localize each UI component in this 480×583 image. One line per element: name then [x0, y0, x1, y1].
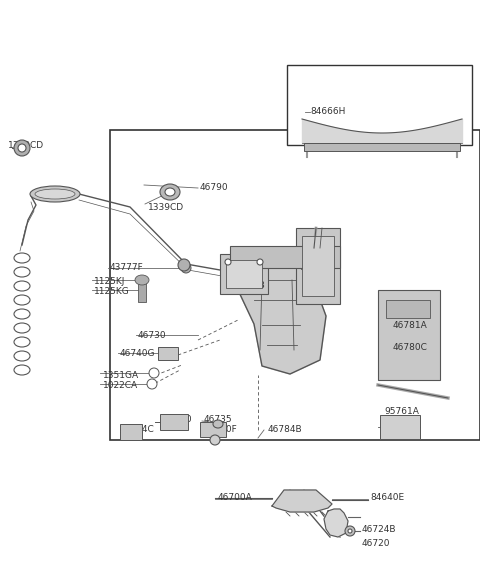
Ellipse shape: [14, 140, 30, 156]
Ellipse shape: [18, 144, 26, 152]
Polygon shape: [272, 490, 332, 512]
Text: 46781A: 46781A: [393, 321, 428, 329]
Polygon shape: [324, 509, 348, 537]
Text: 46770B: 46770B: [231, 280, 266, 290]
Bar: [200, 422, 226, 437]
Bar: [380, 415, 420, 439]
Bar: [220, 254, 268, 294]
Bar: [226, 260, 262, 288]
Ellipse shape: [348, 529, 352, 533]
Text: 1125KJ: 1125KJ: [94, 276, 125, 286]
Text: 46700A: 46700A: [218, 493, 253, 503]
Ellipse shape: [181, 263, 191, 273]
Text: 46790: 46790: [200, 184, 228, 192]
Text: 46740G: 46740G: [120, 349, 156, 357]
Text: 1339CD: 1339CD: [148, 202, 184, 212]
Bar: [287, 65, 472, 145]
Text: 46718: 46718: [384, 419, 413, 427]
Ellipse shape: [257, 259, 263, 265]
Text: 1351GA: 1351GA: [103, 371, 139, 380]
Text: 1125KG: 1125KG: [94, 287, 130, 297]
Text: 46780C: 46780C: [393, 342, 428, 352]
Text: 43777F: 43777F: [110, 264, 144, 272]
Bar: [158, 347, 178, 360]
Bar: [378, 290, 440, 380]
Text: 46784B: 46784B: [268, 426, 302, 434]
Text: 46730: 46730: [138, 331, 167, 339]
Text: 1339CD: 1339CD: [8, 141, 44, 149]
Ellipse shape: [210, 435, 220, 445]
Ellipse shape: [178, 259, 190, 271]
Text: 95840: 95840: [163, 415, 192, 423]
Ellipse shape: [165, 188, 175, 196]
Ellipse shape: [147, 379, 157, 389]
Ellipse shape: [345, 526, 355, 536]
Ellipse shape: [213, 420, 223, 428]
Bar: [138, 282, 146, 302]
Text: 46710F: 46710F: [204, 426, 238, 434]
Bar: [302, 236, 334, 296]
Bar: [304, 143, 460, 151]
Bar: [160, 414, 188, 430]
Text: 1022CA: 1022CA: [103, 381, 138, 391]
Bar: [120, 424, 142, 440]
Ellipse shape: [225, 259, 231, 265]
Ellipse shape: [35, 189, 75, 199]
Bar: [230, 246, 340, 268]
Text: 84640E: 84640E: [370, 493, 404, 503]
Ellipse shape: [30, 186, 80, 202]
Text: 84666H: 84666H: [310, 107, 346, 117]
Ellipse shape: [135, 275, 149, 285]
Ellipse shape: [160, 184, 180, 200]
Text: 46735: 46735: [204, 415, 233, 423]
Polygon shape: [238, 248, 326, 374]
Text: 95761A: 95761A: [384, 408, 419, 416]
Text: 46724B: 46724B: [362, 525, 396, 533]
Bar: [110, 130, 480, 440]
Ellipse shape: [149, 368, 159, 378]
Bar: [386, 300, 430, 318]
Text: 43730B: 43730B: [298, 264, 333, 272]
Text: 46720: 46720: [362, 539, 391, 547]
Bar: [296, 228, 340, 304]
Text: 46784C: 46784C: [120, 426, 155, 434]
